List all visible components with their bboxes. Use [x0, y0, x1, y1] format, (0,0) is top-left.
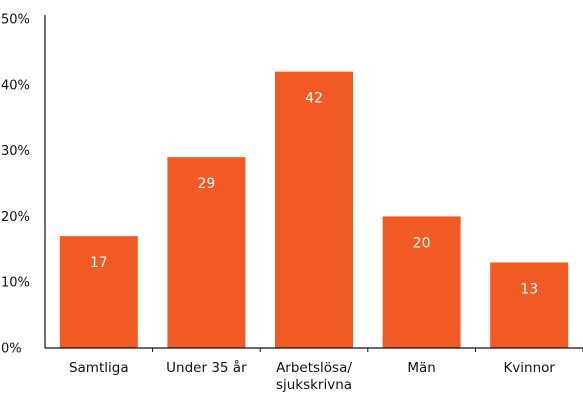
- bar-value-label: 20: [413, 235, 431, 251]
- x-tick-label-line: Kvinnor: [503, 360, 555, 376]
- bar: [59, 236, 138, 348]
- y-tick-label: 10%: [1, 276, 30, 291]
- bar-value-label: 13: [520, 281, 538, 297]
- x-tick-label-line: Under 35 år: [166, 359, 247, 376]
- x-tick-label: Kvinnor: [503, 360, 555, 376]
- x-tick-label: Samtliga: [69, 360, 129, 376]
- y-tick-label: 50%: [1, 13, 30, 28]
- x-tick-label: Arbetslösa/sjukskrivna: [276, 360, 352, 393]
- y-tick-label: 40%: [1, 78, 30, 93]
- bar-value-label: 29: [197, 176, 215, 192]
- bar: [490, 262, 569, 348]
- x-axis: Samtliga Under 35 år Arbetslösa/sjukskrivn…: [45, 347, 583, 393]
- y-axis: 0% 10% 20% 30% 40% 50%: [1, 13, 46, 357]
- bar: [167, 157, 246, 348]
- x-tick-label-line: Arbetslösa/: [276, 360, 352, 376]
- y-tick-label: 0%: [1, 342, 22, 357]
- bars: 17 29 42 20 13: [59, 71, 569, 348]
- bar: [275, 71, 353, 348]
- y-tick-label: 30%: [1, 144, 30, 159]
- bar-value-label: 42: [305, 91, 323, 107]
- bar-value-label: 17: [90, 255, 108, 271]
- x-tick-label: Under 35 år: [166, 359, 247, 376]
- x-tick-label-line: Samtliga: [69, 360, 129, 376]
- bar: [382, 216, 461, 348]
- y-tick-label: 20%: [1, 210, 30, 225]
- x-tick-label-line: Män: [407, 360, 435, 376]
- x-tick-label-line: sjukskrivna: [276, 377, 352, 393]
- x-tick-label: Män: [407, 360, 435, 376]
